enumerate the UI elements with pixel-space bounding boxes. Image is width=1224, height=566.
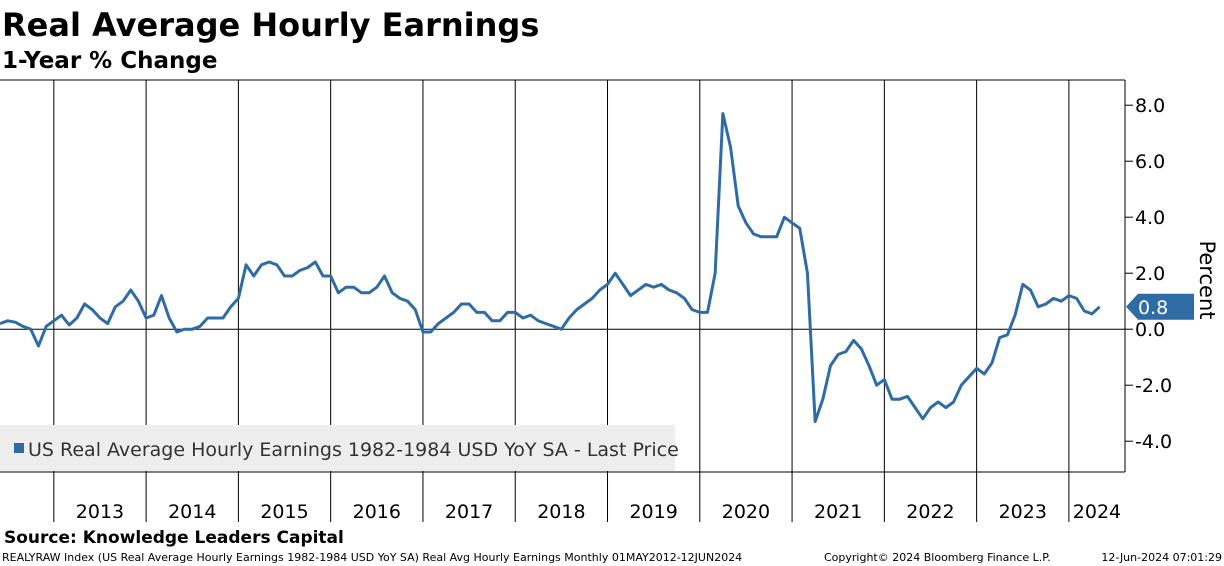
- y-tick-label: 2.0: [1135, 263, 1165, 285]
- last-price-tag: [1126, 293, 1194, 320]
- chart-title: Real Average Hourly Earnings: [2, 6, 539, 44]
- x-tick-label: 2018: [537, 501, 585, 523]
- source: Source: Knowledge Leaders Capital: [4, 528, 344, 548]
- legend-swatch: [14, 443, 24, 453]
- x-tick-label: 2024: [1073, 501, 1121, 523]
- y-tick-label: 0.0: [1135, 319, 1165, 341]
- footer-copyright: Copyright© 2024 Bloomberg Finance L.P.: [824, 551, 1051, 564]
- x-tick-label: 2016: [353, 501, 401, 523]
- footer-left: REALYRAW Index (US Real Average Hourly E…: [2, 551, 742, 564]
- footer-date: 12-Jun-2024 07:01:29: [1101, 551, 1222, 564]
- y-tick-label: 4.0: [1135, 207, 1165, 229]
- x-tick-label: 2017: [445, 501, 493, 523]
- y-tick-label: 8.0: [1135, 95, 1165, 117]
- last-price-label: 0.8: [1138, 297, 1168, 319]
- x-tick-label: 2023: [999, 501, 1047, 523]
- x-tick-label: 2020: [722, 501, 770, 523]
- legend-label: US Real Average Hourly Earnings 1982-198…: [28, 439, 679, 461]
- x-tick-label: 2021: [814, 501, 862, 523]
- chart-subtitle: 1-Year % Change: [2, 48, 217, 74]
- y-tick-label: 6.0: [1135, 151, 1165, 173]
- y-tick-label: -2.0: [1135, 375, 1172, 397]
- y-axis-label: Percent: [1195, 240, 1219, 319]
- x-tick-label: 2014: [168, 501, 216, 523]
- x-tick-label: 2019: [629, 501, 677, 523]
- x-tick-label: 2022: [906, 501, 954, 523]
- y-tick-label: -4.0: [1135, 431, 1172, 453]
- series-line: [0, 112, 1101, 424]
- x-tick-label: 2015: [260, 501, 308, 523]
- x-tick-label: 2013: [76, 501, 124, 523]
- legend-box: [0, 425, 675, 471]
